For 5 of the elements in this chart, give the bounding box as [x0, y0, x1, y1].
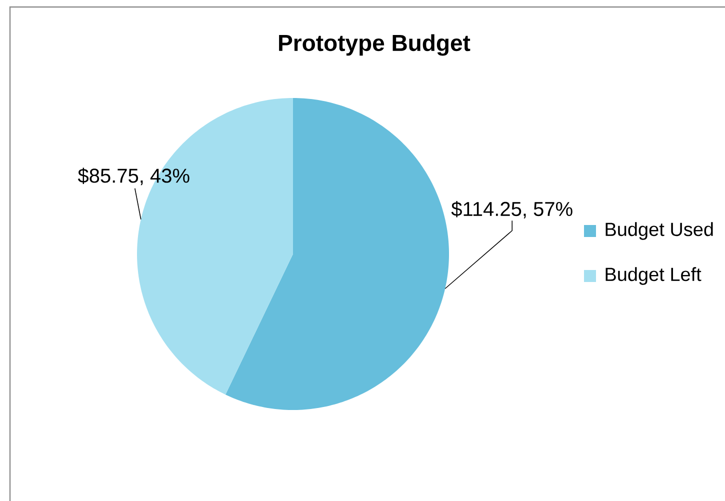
data-label: $85.75, 43% [78, 168, 190, 186]
legend-label: Budget Used [606, 222, 713, 240]
data-label: $114.25, 57% [451, 201, 572, 218]
legend-label: Budget Left [606, 267, 702, 285]
chart-title: Prototype Budget [279, 34, 470, 56]
